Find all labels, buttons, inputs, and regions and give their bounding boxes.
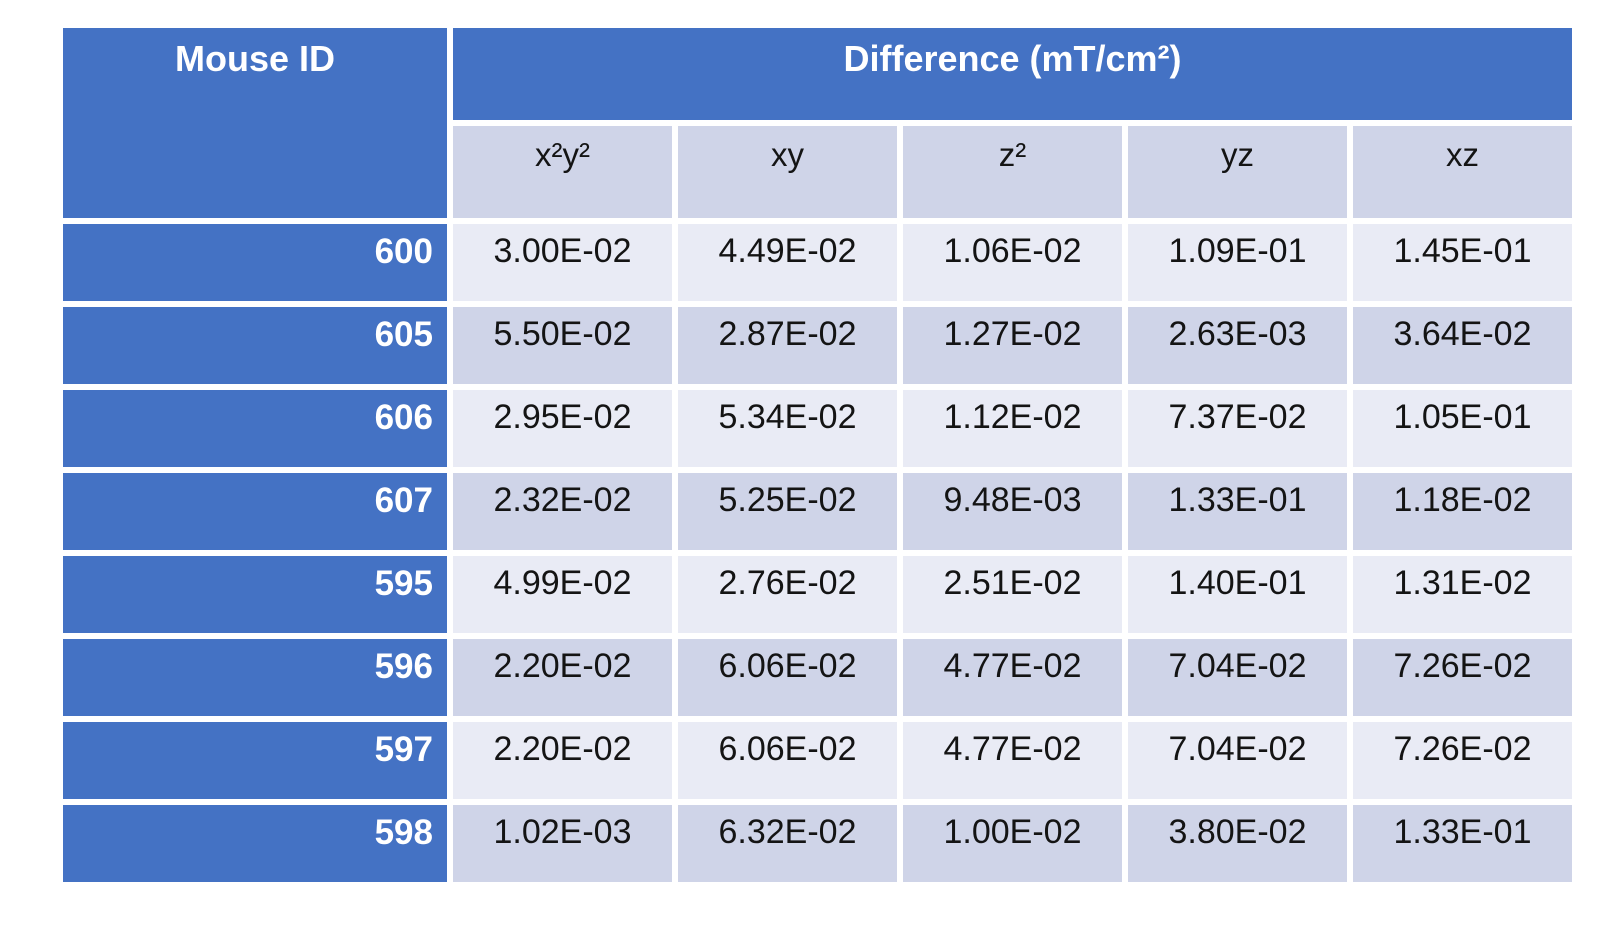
value-cell: 7.04E-02 [1128,639,1347,716]
value-cell: 9.48E-03 [903,473,1122,550]
value-cell: 7.04E-02 [1128,722,1347,799]
value-cell: 4.77E-02 [903,639,1122,716]
value-cell: 1.06E-02 [903,224,1122,301]
value-cell: 2.76E-02 [678,556,897,633]
value-cell: 2.20E-02 [453,722,672,799]
table-row: 598 1.02E-03 6.32E-02 1.00E-02 3.80E-02 … [63,805,1572,882]
value-cell: 7.26E-02 [1353,722,1572,799]
table-row: 597 2.20E-02 6.06E-02 4.77E-02 7.04E-02 … [63,722,1572,799]
value-cell: 4.77E-02 [903,722,1122,799]
table-row: 607 2.32E-02 5.25E-02 9.48E-03 1.33E-01 … [63,473,1572,550]
mouse-id-cell: 607 [63,473,447,550]
table-row: 606 2.95E-02 5.34E-02 1.12E-02 7.37E-02 … [63,390,1572,467]
value-cell: 3.00E-02 [453,224,672,301]
value-cell: 6.06E-02 [678,639,897,716]
value-cell: 6.06E-02 [678,722,897,799]
value-cell: 1.12E-02 [903,390,1122,467]
data-table: Mouse ID Difference (mT/cm²) x²y² xy z² … [57,22,1578,888]
value-cell: 1.18E-02 [1353,473,1572,550]
value-cell: 2.87E-02 [678,307,897,384]
value-cell: 2.32E-02 [453,473,672,550]
mouse-id-cell: 605 [63,307,447,384]
table-row: 600 3.00E-02 4.49E-02 1.06E-02 1.09E-01 … [63,224,1572,301]
value-cell: 7.26E-02 [1353,639,1572,716]
value-cell: 1.02E-03 [453,805,672,882]
value-cell: 7.37E-02 [1128,390,1347,467]
mouse-id-cell: 598 [63,805,447,882]
difference-header: Difference (mT/cm²) [453,28,1572,120]
mouse-id-header: Mouse ID [63,28,447,218]
value-cell: 4.99E-02 [453,556,672,633]
value-cell: 3.64E-02 [1353,307,1572,384]
header-row: Mouse ID Difference (mT/cm²) [63,28,1572,218]
value-cell: 1.45E-01 [1353,224,1572,301]
column-header-xz: xz [1353,126,1572,218]
value-cell: 5.50E-02 [453,307,672,384]
value-cell: 1.40E-01 [1128,556,1347,633]
value-cell: 2.95E-02 [453,390,672,467]
value-cell: 1.31E-02 [1353,556,1572,633]
mouse-id-cell: 606 [63,390,447,467]
value-cell: 5.25E-02 [678,473,897,550]
mouse-id-cell: 597 [63,722,447,799]
column-header-yz: yz [1128,126,1347,218]
value-cell: 2.63E-03 [1128,307,1347,384]
table-row: 596 2.20E-02 6.06E-02 4.77E-02 7.04E-02 … [63,639,1572,716]
mouse-id-cell: 595 [63,556,447,633]
mouse-id-cell: 600 [63,224,447,301]
value-cell: 1.00E-02 [903,805,1122,882]
table-row: 605 5.50E-02 2.87E-02 1.27E-02 2.63E-03 … [63,307,1572,384]
value-cell: 2.20E-02 [453,639,672,716]
value-cell: 1.05E-01 [1353,390,1572,467]
table-row: 595 4.99E-02 2.76E-02 2.51E-02 1.40E-01 … [63,556,1572,633]
value-cell: 1.33E-01 [1353,805,1572,882]
value-cell: 5.34E-02 [678,390,897,467]
value-cell: 1.33E-01 [1128,473,1347,550]
column-header-xy: xy [678,126,897,218]
column-header-x2y2: x²y² [453,126,672,218]
column-header-z2: z² [903,126,1122,218]
value-cell: 3.80E-02 [1128,805,1347,882]
value-cell: 1.27E-02 [903,307,1122,384]
value-cell: 2.51E-02 [903,556,1122,633]
mouse-id-cell: 596 [63,639,447,716]
value-cell: 1.09E-01 [1128,224,1347,301]
subheader-row: x²y² xy z² yz xz [63,126,1572,218]
value-cell: 6.32E-02 [678,805,897,882]
value-cell: 4.49E-02 [678,224,897,301]
